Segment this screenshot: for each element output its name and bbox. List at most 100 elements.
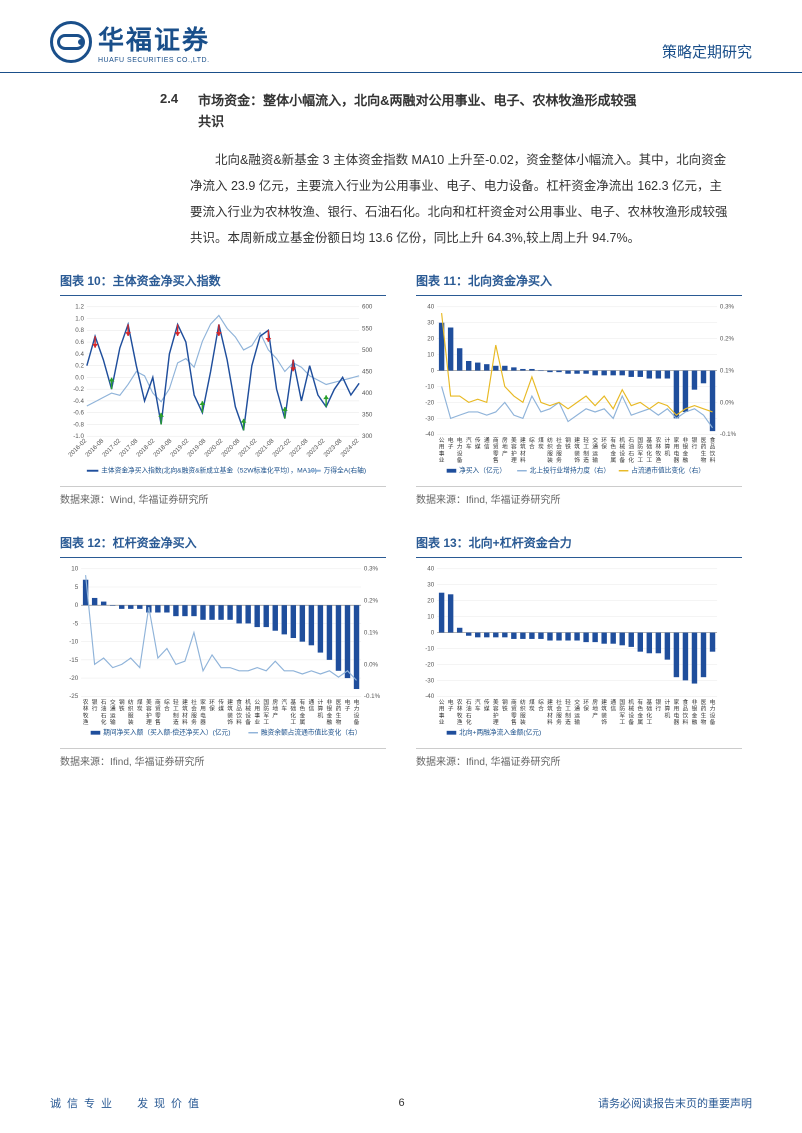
svg-text:建: 建 [574, 436, 580, 444]
svg-text:贸: 贸 [511, 704, 517, 712]
svg-text:基: 基 [290, 698, 296, 706]
svg-text:信: 信 [308, 704, 314, 712]
svg-text:设: 设 [457, 449, 463, 457]
svg-text:建: 建 [227, 698, 233, 706]
chart-11-source: 数据来源：Ifind, 华福证券研究所 [416, 486, 742, 506]
svg-text:饮: 饮 [236, 711, 242, 719]
company-name-en: HUAFU SECURITIES CO.,LTD. [98, 57, 210, 64]
svg-text:-30: -30 [425, 415, 435, 422]
svg-text:媒: 媒 [484, 705, 490, 712]
svg-text:20: 20 [427, 335, 434, 342]
svg-text:车: 车 [281, 704, 287, 712]
svg-text:工: 工 [173, 705, 179, 712]
svg-text:牧: 牧 [83, 711, 89, 719]
svg-text:贸: 贸 [155, 704, 161, 712]
svg-text:石: 石 [466, 699, 472, 706]
svg-text:计: 计 [664, 436, 670, 444]
svg-text:织: 织 [547, 442, 553, 450]
svg-text:会: 会 [191, 704, 197, 712]
svg-text:工: 工 [263, 719, 269, 726]
svg-text:事: 事 [254, 711, 260, 719]
svg-text:交: 交 [592, 436, 598, 444]
svg-text:化: 化 [646, 711, 652, 719]
svg-text:400: 400 [362, 390, 373, 397]
svg-text:-10: -10 [425, 645, 435, 652]
svg-text:食: 食 [236, 698, 242, 706]
svg-text:商: 商 [155, 698, 161, 706]
svg-text:林: 林 [655, 442, 661, 450]
svg-text:车: 车 [475, 704, 481, 712]
svg-text:事: 事 [439, 449, 445, 457]
svg-text:350: 350 [362, 411, 373, 418]
svg-text:工: 工 [565, 705, 571, 712]
svg-text:石: 石 [628, 450, 634, 457]
svg-text:传: 传 [475, 436, 481, 444]
svg-text:纺: 纺 [128, 698, 134, 706]
svg-text:万得全A(右轴): 万得全A(右轴) [324, 465, 366, 474]
svg-text:础: 础 [646, 704, 652, 712]
svg-text:信: 信 [484, 442, 490, 450]
svg-text:力: 力 [457, 442, 463, 450]
svg-text:属: 属 [637, 719, 643, 726]
svg-text:-5: -5 [73, 620, 79, 627]
svg-text:服: 服 [520, 712, 526, 719]
svg-text:备: 备 [354, 718, 360, 726]
svg-text:金: 金 [327, 711, 333, 719]
svg-text:美: 美 [493, 698, 499, 706]
svg-text:综: 综 [529, 436, 535, 444]
svg-text:零: 零 [511, 712, 517, 719]
svg-text:料: 料 [683, 718, 689, 726]
svg-text:1.2: 1.2 [75, 303, 84, 310]
svg-text:设: 设 [710, 711, 716, 719]
svg-text:运: 运 [110, 711, 116, 719]
svg-text:-0.2: -0.2 [73, 386, 84, 393]
svg-text:药: 药 [701, 442, 707, 450]
svg-text:林: 林 [83, 704, 89, 712]
svg-text:料: 料 [236, 718, 242, 726]
company-logo: 华福证券 HUAFU SECURITIES CO.,LTD. [50, 20, 210, 64]
svg-text:备: 备 [245, 718, 251, 726]
svg-text:国: 国 [637, 437, 643, 444]
svg-text:算: 算 [318, 704, 324, 712]
svg-text:筑: 筑 [601, 704, 607, 712]
svg-text:600: 600 [362, 303, 373, 310]
svg-text:建: 建 [547, 698, 553, 706]
svg-text:钢: 钢 [565, 436, 571, 444]
svg-text:煤: 煤 [538, 436, 544, 444]
svg-text:础: 础 [646, 442, 652, 450]
svg-text:合: 合 [538, 704, 544, 712]
svg-text:建: 建 [182, 698, 188, 706]
svg-text:护: 护 [146, 711, 152, 719]
svg-text:建: 建 [601, 698, 607, 706]
svg-text:械: 械 [245, 704, 251, 712]
svg-text:银: 银 [692, 704, 698, 712]
chart-13-source: 数据来源：Ifind, 华福证券研究所 [416, 748, 742, 768]
svg-text:器: 器 [674, 457, 680, 464]
svg-text:0: 0 [431, 367, 435, 374]
svg-text:算: 算 [664, 704, 670, 712]
svg-text:融: 融 [692, 718, 698, 726]
svg-text:-20: -20 [69, 675, 79, 682]
svg-text:药: 药 [336, 704, 342, 712]
svg-text:建: 建 [520, 436, 526, 444]
svg-text:造: 造 [583, 456, 589, 464]
svg-text:品: 品 [236, 705, 242, 712]
svg-text:业: 业 [254, 718, 260, 726]
svg-text:色: 色 [299, 704, 305, 712]
svg-text:售: 售 [493, 456, 499, 464]
svg-text:钢: 钢 [502, 698, 508, 706]
svg-text:油: 油 [466, 704, 472, 712]
svg-text:力: 力 [710, 704, 716, 712]
svg-text:金: 金 [683, 449, 689, 457]
svg-text:织: 织 [520, 704, 526, 712]
svg-text:媒: 媒 [218, 705, 224, 712]
svg-text:筑: 筑 [182, 704, 188, 712]
chart-10-title: 图表 10：主体资金净买入指数 [60, 272, 386, 296]
svg-text:0.2%: 0.2% [364, 597, 379, 604]
svg-text:输: 输 [574, 718, 580, 726]
svg-text:通: 通 [574, 704, 580, 712]
svg-text:10: 10 [427, 613, 434, 620]
svg-text:工: 工 [583, 443, 589, 450]
svg-text:农: 农 [655, 436, 661, 444]
svg-text:电: 电 [354, 698, 360, 706]
